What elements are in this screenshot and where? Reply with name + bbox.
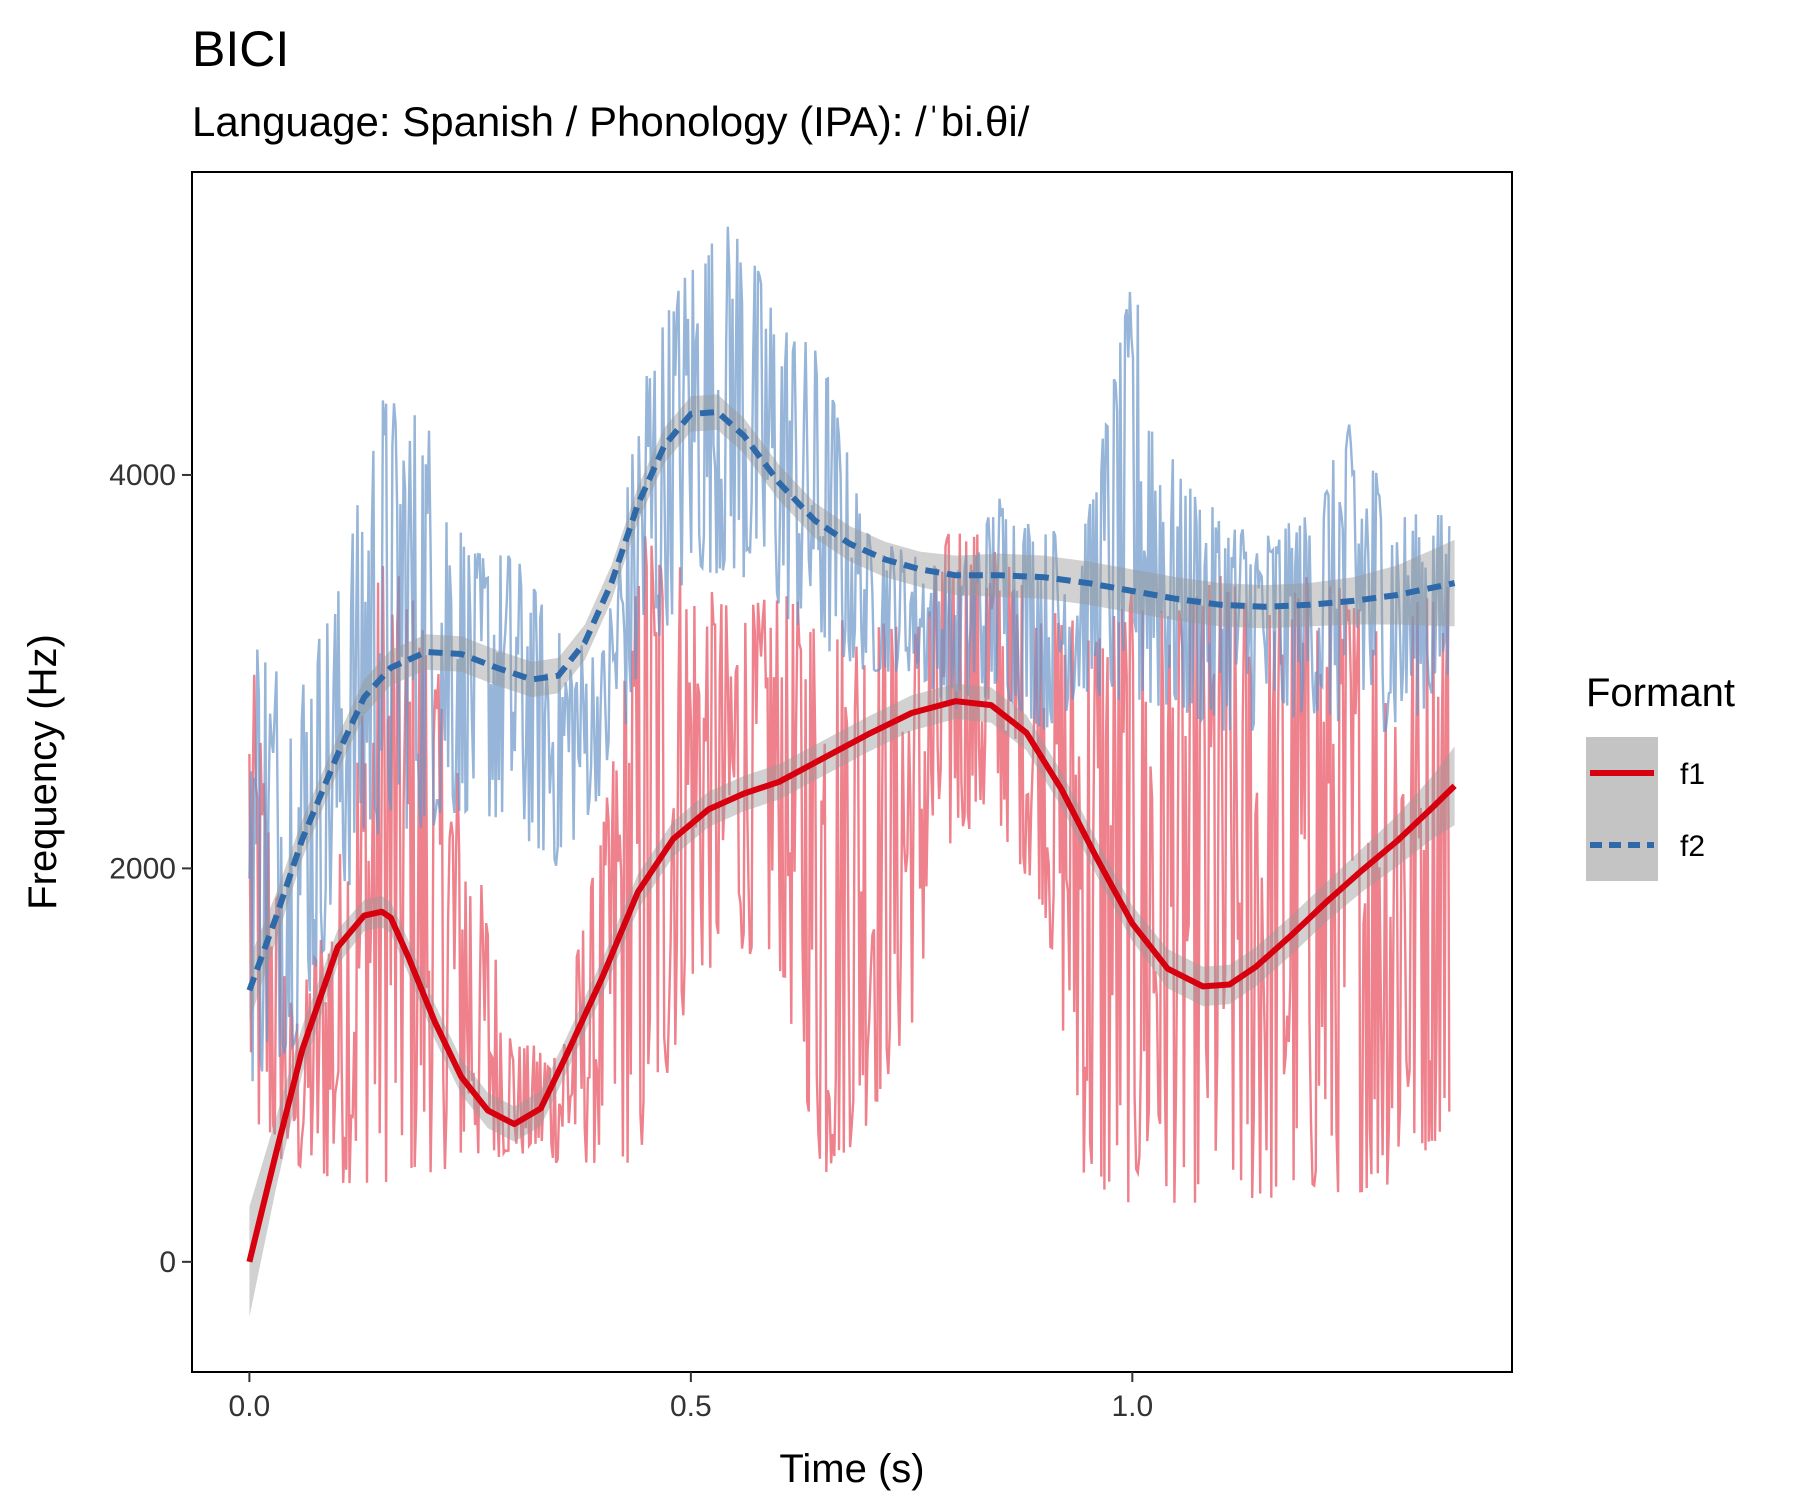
legend-label-f2: f2 <box>1680 830 1705 863</box>
raw-measurement-layer <box>248 226 1451 1203</box>
smooth-line-f1 <box>246 698 1457 1263</box>
plot-panel-border <box>191 171 1513 1373</box>
legend-label-f1: f1 <box>1680 758 1705 791</box>
x-tick-label: 0.5 <box>670 1390 712 1423</box>
chart-subtitle: Language: Spanish / Phonology (IPA): /ˈb… <box>192 98 1030 145</box>
smooth-line-f2 <box>246 409 1456 992</box>
chart-title: BICI <box>192 21 290 77</box>
axes-layer: 0.0 0.5 1.0 0 2000 4000 <box>109 459 1153 1423</box>
x-tick-label: 0.0 <box>229 1390 271 1423</box>
smooth-line-layer <box>246 409 1457 1263</box>
confidence-band-layer <box>249 394 1455 1317</box>
x-tick-label: 1.0 <box>1111 1390 1153 1423</box>
legend: Formant f1 f2 <box>1586 671 1735 881</box>
x-axis-title: Time (s) <box>779 1447 924 1491</box>
legend-title: Formant <box>1586 671 1735 715</box>
y-axis-title: Frequency (Hz) <box>21 634 65 910</box>
confidence-band-f1 <box>249 683 1455 1317</box>
y-tick-label: 0 <box>159 1246 176 1279</box>
raw-trace-f2 <box>248 226 1451 1082</box>
y-tick-label: 2000 <box>109 852 176 885</box>
y-tick-label: 4000 <box>109 459 176 492</box>
raw-trace-f1 <box>248 533 1451 1203</box>
